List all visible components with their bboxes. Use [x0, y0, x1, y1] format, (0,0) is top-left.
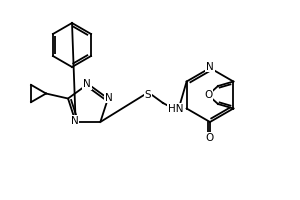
Text: O: O [204, 90, 212, 100]
Text: HN: HN [168, 104, 184, 114]
Text: O: O [206, 133, 214, 143]
Text: N: N [71, 116, 79, 126]
Text: N: N [105, 93, 113, 103]
Text: N: N [206, 62, 214, 72]
Text: S: S [145, 90, 151, 100]
Text: N: N [83, 79, 91, 89]
